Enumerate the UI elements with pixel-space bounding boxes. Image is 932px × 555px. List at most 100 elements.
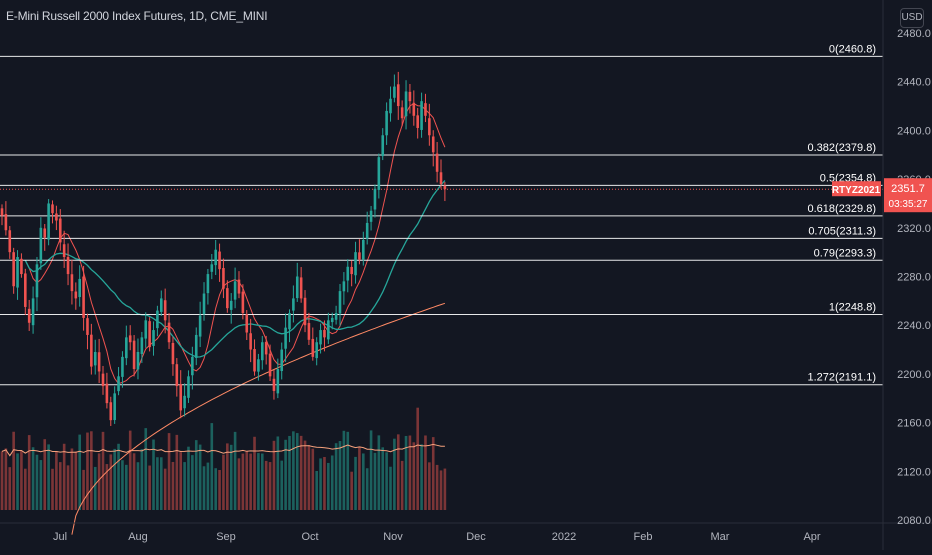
volume-bar <box>47 444 50 510</box>
volume-bar <box>101 431 105 510</box>
volume-bar <box>202 466 206 510</box>
candle-body <box>51 204 54 214</box>
candle-body <box>43 228 47 238</box>
volume-bar <box>420 444 423 510</box>
fib-level-label: 0.618(2329.8) <box>808 203 877 215</box>
volume-bar <box>226 443 229 510</box>
volume-bar <box>241 453 245 510</box>
candle-body <box>400 107 404 119</box>
price-axis-label: 2280.0 <box>897 272 931 284</box>
candle-body <box>183 395 186 409</box>
volume-bar <box>183 462 186 510</box>
volume-bar <box>66 465 70 510</box>
volume-bar <box>268 462 272 510</box>
candle-body <box>90 334 93 367</box>
candle-body <box>365 222 369 239</box>
ma-mid-line <box>24 180 446 358</box>
volume-bar <box>171 461 175 510</box>
volume-bar <box>175 434 179 510</box>
candle-body <box>226 288 229 309</box>
volume-bar <box>97 453 101 510</box>
volume-bar <box>105 464 109 510</box>
candle-body <box>408 91 412 102</box>
candle-body <box>140 337 144 355</box>
volume-bar <box>443 468 447 510</box>
volume-bar <box>210 423 214 510</box>
volume-bar <box>253 436 256 510</box>
volume-bar <box>424 435 427 510</box>
candle-body <box>74 291 78 299</box>
candle-body <box>385 110 388 136</box>
candle-body <box>389 98 392 114</box>
volume-bar <box>377 435 381 510</box>
candle-body <box>117 376 120 392</box>
volume-bar <box>362 453 365 510</box>
price-axis-label: 2160.0 <box>897 418 931 430</box>
currency-button[interactable]: USD <box>900 8 924 28</box>
candle-body <box>222 268 225 289</box>
volume-bar <box>428 462 431 510</box>
volume-layer <box>0 407 447 510</box>
candle-body <box>439 172 443 184</box>
symbol-tag-text: RTYZ2021 <box>832 185 881 196</box>
candle-body <box>354 252 357 276</box>
volume-bar <box>109 454 113 510</box>
candle-body <box>78 278 81 298</box>
volume-bar <box>412 442 416 510</box>
candle-body <box>156 310 159 329</box>
candle-body <box>362 239 365 260</box>
candle-body <box>327 320 330 340</box>
time-axis-label: Apr <box>803 531 820 543</box>
candle-body <box>229 300 233 310</box>
volume-bar <box>245 451 249 510</box>
volume-bar <box>237 458 241 510</box>
volume-bar <box>404 435 408 510</box>
candle-body <box>323 329 326 338</box>
candle-body <box>381 135 385 157</box>
volume-bar <box>389 466 392 510</box>
candle-body <box>132 340 136 370</box>
candle-body <box>237 279 241 294</box>
candle-body <box>202 293 206 315</box>
volume-bar <box>128 430 132 510</box>
volume-bar <box>358 447 361 510</box>
candle-body <box>148 321 151 348</box>
candle-body <box>58 218 62 243</box>
volume-bar <box>315 470 318 510</box>
volume-bar <box>222 454 225 510</box>
volume-bar <box>24 468 27 510</box>
volume-bar <box>311 448 315 510</box>
chart-title: E-Mini Russell 2000 Index Futures, 1D, C… <box>6 9 268 23</box>
price-axis-label: 2240.0 <box>897 320 931 332</box>
candle-body <box>121 356 124 377</box>
candle-body <box>206 274 210 294</box>
volume-bar <box>307 445 311 510</box>
candle-body <box>136 351 140 370</box>
volume-bar <box>260 453 264 510</box>
candle-body <box>109 402 113 421</box>
candle-body <box>113 393 116 421</box>
fib-level-label: 0.382(2379.8) <box>808 142 877 154</box>
candle-body <box>334 313 338 320</box>
volume-bar <box>206 462 210 510</box>
fib-level-label: 0.79(2293.3) <box>814 247 876 259</box>
candle-body <box>20 258 23 275</box>
volume-bar <box>113 448 116 510</box>
volume-bar <box>35 454 39 510</box>
volume-bar <box>303 440 307 510</box>
candle-body <box>257 359 260 372</box>
volume-bar <box>381 447 385 510</box>
volume-bar <box>264 460 268 510</box>
volume-bar <box>400 460 404 510</box>
volume-bar <box>82 469 85 510</box>
candle-body <box>198 315 202 337</box>
volume-bar <box>194 440 198 510</box>
volume-bar <box>350 471 353 510</box>
volume-bar <box>55 451 58 510</box>
volume-bar <box>393 438 396 510</box>
candle-body <box>272 378 276 391</box>
price-axis-label: 2120.0 <box>897 466 931 478</box>
candle-body <box>35 264 39 298</box>
candle-body <box>295 276 299 299</box>
